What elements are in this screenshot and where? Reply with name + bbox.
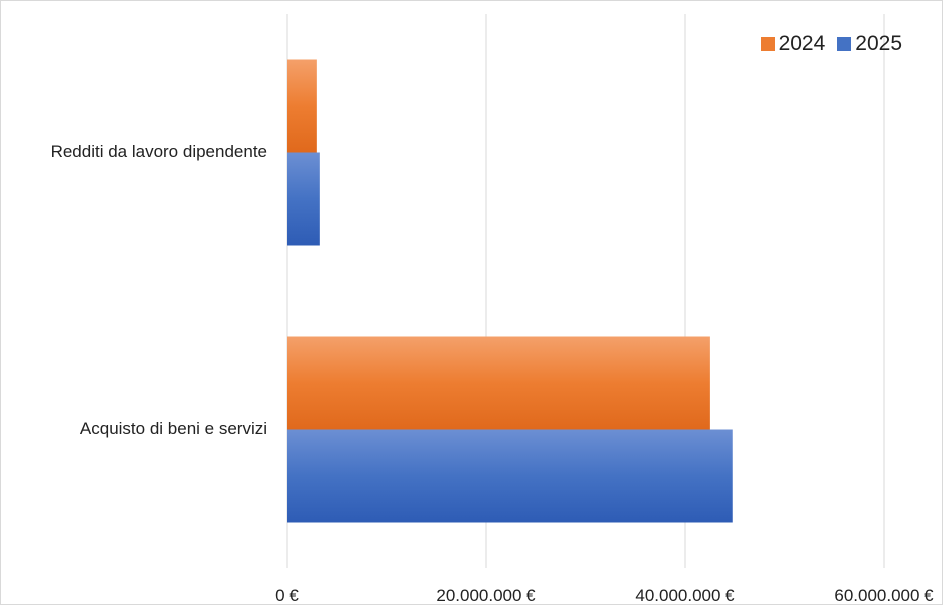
x-tick-label-1: 20.000.000 € — [436, 586, 536, 605]
category-label-0: Redditi da lavoro dipendente — [50, 141, 267, 161]
x-tick-label-2: 40.000.000 € — [635, 586, 735, 605]
legend-item-2024: 2024 — [760, 32, 826, 56]
bar-2024-1 — [287, 336, 710, 430]
bar-2025-0 — [287, 152, 320, 246]
legend-swatch-2024 — [760, 37, 775, 51]
category-label-1: Acquisto di beni e servizi — [79, 418, 267, 438]
legend-item-2025: 2025 — [837, 32, 902, 56]
bar-2024-0 — [287, 59, 317, 153]
legend-swatch-2025 — [837, 37, 852, 51]
bar-2025-1 — [287, 429, 733, 523]
legend-label-2024: 2024 — [778, 32, 826, 55]
x-tick-label-0: 0 € — [275, 586, 299, 605]
legend-label-2025: 2025 — [855, 32, 902, 55]
legend: 2024 2025 — [760, 32, 902, 56]
x-tick-label-3: 60.000.000 € — [834, 586, 934, 605]
